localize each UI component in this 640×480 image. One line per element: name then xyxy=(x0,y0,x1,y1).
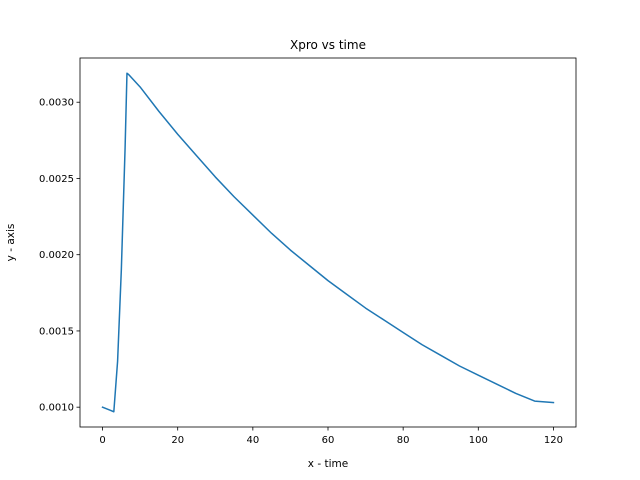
x-axis: 0 20 40 60 80 100 120 xyxy=(99,427,563,446)
series-line xyxy=(101,72,555,413)
axes-frame xyxy=(79,57,577,428)
x-tick-label: 60 xyxy=(322,435,335,446)
y-tick-label: 0.0020 xyxy=(39,250,74,261)
x-tick-label: 80 xyxy=(397,435,410,446)
x-tick-label: 20 xyxy=(171,435,184,446)
y-tick-label: 0.0025 xyxy=(39,174,74,185)
y-axis-label: y - axis xyxy=(5,224,17,262)
x-tick-label: 100 xyxy=(469,435,488,446)
y-tick-label: 0.0010 xyxy=(39,403,74,414)
chart-title: Xpro vs time xyxy=(290,38,366,52)
y-tick-label: 0.0015 xyxy=(39,326,74,337)
x-tick-label: 0 xyxy=(99,435,105,446)
x-tick-label: 120 xyxy=(544,435,563,446)
x-axis-label: x - time xyxy=(308,458,348,470)
y-axis: 0.0010 0.0015 0.0020 0.0025 0.0030 xyxy=(39,98,80,414)
plot-area xyxy=(101,72,555,413)
y-tick-label: 0.0030 xyxy=(39,98,74,109)
x-tick-label: 40 xyxy=(246,435,259,446)
